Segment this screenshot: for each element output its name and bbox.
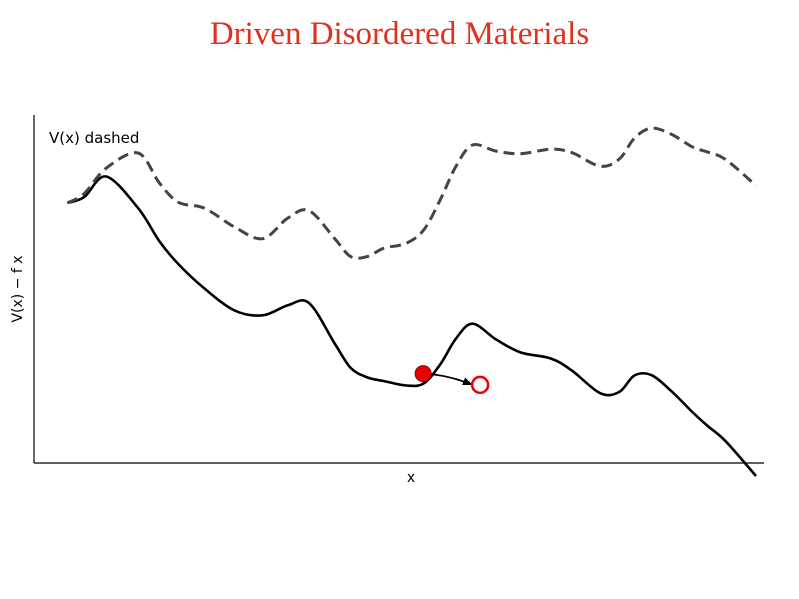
y-axis-label: V(x) − f x xyxy=(10,255,26,322)
series-line-tilted xyxy=(67,175,757,477)
legend-label: V(x) dashed xyxy=(49,129,139,147)
page-title: Driven Disordered Materials xyxy=(209,16,590,52)
target-point xyxy=(470,375,490,395)
x-axis-label: x xyxy=(407,470,415,486)
particle-point xyxy=(414,365,432,383)
series-line-potential xyxy=(66,126,757,260)
chart-marks xyxy=(66,126,757,477)
